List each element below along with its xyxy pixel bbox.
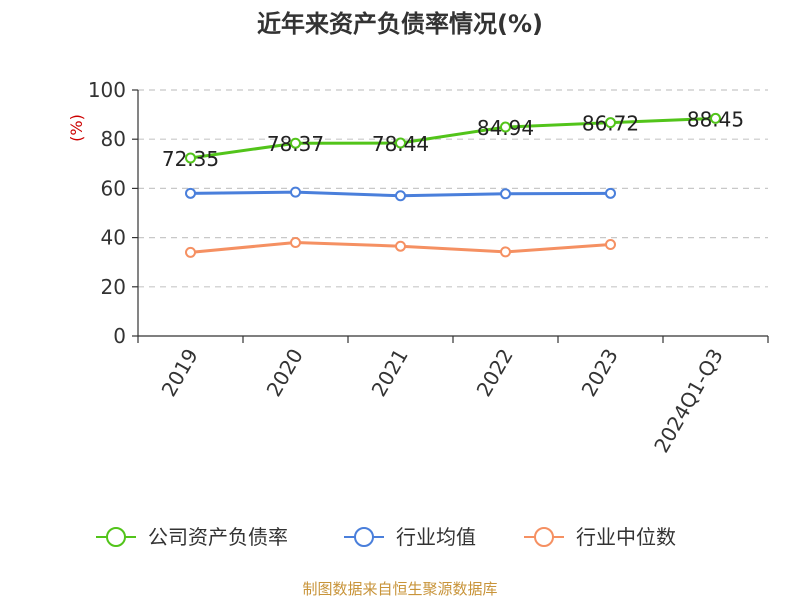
legend-label: 行业均值 xyxy=(396,525,476,549)
data-point xyxy=(500,246,511,258)
y-tick-label: 0 xyxy=(113,324,126,348)
data-point xyxy=(290,186,301,198)
data-point xyxy=(290,137,301,149)
x-tick-label: 2019 xyxy=(157,345,203,401)
data-label: 72.35 xyxy=(162,147,219,171)
legend: 公司资产负债率 行业均值 行业中位数 xyxy=(96,525,676,549)
data-point xyxy=(710,112,721,124)
data-label: 86.72 xyxy=(582,112,639,136)
y-tick-label: 80 xyxy=(101,127,126,151)
x-tick-label: 2022 xyxy=(472,345,518,401)
data-point xyxy=(395,137,406,149)
data-point xyxy=(605,238,616,250)
data-point xyxy=(395,190,406,202)
y-tick-label: 40 xyxy=(101,226,126,250)
chart-title: 近年来资产负债率情况(%) xyxy=(257,10,543,38)
data-label: 84.94 xyxy=(477,116,534,140)
x-tick-label: 2023 xyxy=(577,345,623,401)
series-0 xyxy=(185,112,721,164)
data-label: 78.37 xyxy=(267,132,324,156)
data-point xyxy=(605,187,616,199)
series-2 xyxy=(185,237,616,258)
data-point xyxy=(605,117,616,129)
data-label: 88.45 xyxy=(687,107,744,131)
data-point xyxy=(290,237,301,249)
x-tick-label: 2020 xyxy=(262,345,308,401)
y-tick-label: 100 xyxy=(88,78,126,102)
y-tick-label: 20 xyxy=(101,275,126,299)
legend-marker xyxy=(106,527,126,547)
data-labels: 72.35 78.37 78.44 84.94 86.72 88.45 xyxy=(162,107,744,171)
series-line xyxy=(190,116,716,160)
legend-item: 公司资产负债率 xyxy=(96,525,288,549)
legend-item: 行业均值 xyxy=(344,525,476,549)
source-note: 制图数据来自恒生聚源数据库 xyxy=(302,580,497,598)
data-point xyxy=(185,152,196,164)
data-label: 78.44 xyxy=(372,132,429,156)
x-tick-label: 2024Q1-Q3 xyxy=(649,345,728,457)
data-point xyxy=(500,188,511,200)
x-tick-label: 2021 xyxy=(367,345,413,401)
y-axis-label: (%) xyxy=(67,114,86,142)
data-point xyxy=(185,246,196,258)
legend-marker xyxy=(354,527,374,547)
legend-label: 行业中位数 xyxy=(576,525,676,549)
data-point xyxy=(395,240,406,252)
legend-label: 公司资产负债率 xyxy=(148,525,288,549)
legend-marker xyxy=(534,527,554,547)
series-1 xyxy=(185,186,616,202)
y-tick-label: 60 xyxy=(101,176,126,200)
legend-item: 行业中位数 xyxy=(524,525,676,549)
gridlines xyxy=(138,89,768,288)
data-point xyxy=(500,121,511,133)
data-point xyxy=(185,187,196,199)
series-layer xyxy=(185,112,721,258)
